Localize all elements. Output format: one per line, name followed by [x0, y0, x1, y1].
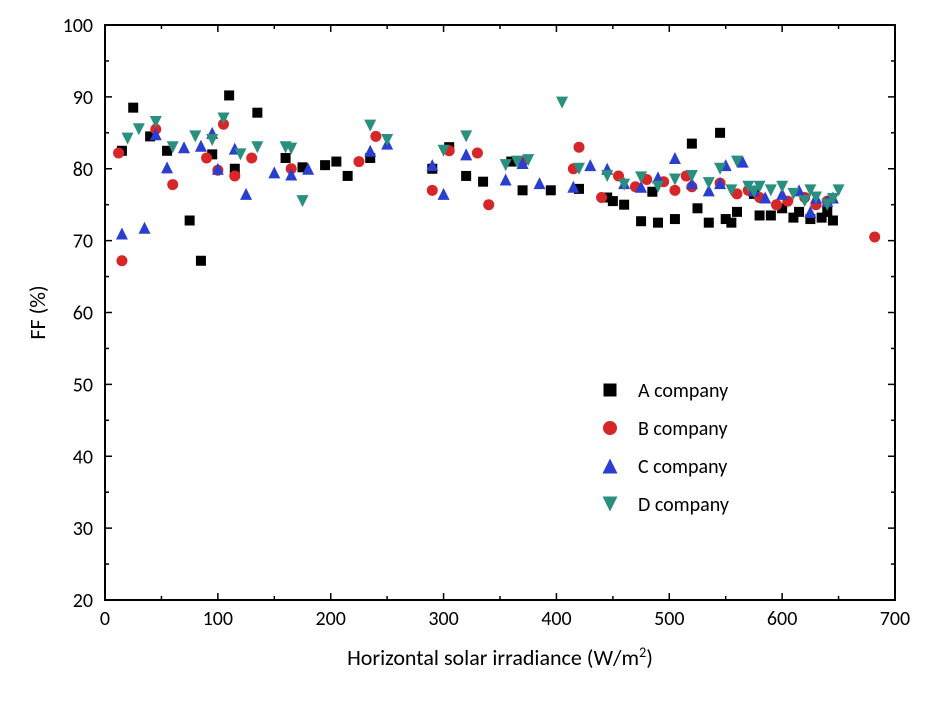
svg-text:700: 700 — [880, 607, 910, 631]
svg-text:100: 100 — [63, 14, 93, 38]
svg-text:200: 200 — [316, 607, 346, 631]
svg-text:600: 600 — [767, 607, 797, 631]
svg-text:40: 40 — [73, 445, 93, 469]
x-axis-label: Horizontal solar irradiance (W/m2) — [347, 644, 653, 671]
svg-text:90: 90 — [73, 86, 93, 110]
legend-label-B: B company — [638, 417, 728, 441]
svg-text:100: 100 — [203, 607, 233, 631]
svg-text:400: 400 — [541, 607, 571, 631]
chart-svg: 0 100 200 300 400 500 600 700 20 30 40 50 60 70 80 90 10… — [0, 0, 926, 705]
svg-text:30: 30 — [73, 517, 93, 541]
legend-label-C: C company — [638, 455, 727, 479]
y-axis-label: FF (%) — [24, 285, 51, 339]
svg-text:300: 300 — [428, 607, 458, 631]
svg-text:500: 500 — [654, 607, 684, 631]
legend-label-A: A company — [638, 379, 728, 403]
svg-text:70: 70 — [73, 230, 93, 254]
svg-text:20: 20 — [73, 589, 93, 613]
svg-text:80: 80 — [73, 158, 93, 182]
svg-text:50: 50 — [73, 373, 93, 397]
legend-label-D: D company — [638, 493, 729, 517]
svg-text:60: 60 — [73, 302, 93, 326]
scatter-chart: 0 100 200 300 400 500 600 700 20 30 40 50 60 70 80 90 10… — [0, 0, 926, 705]
svg-text:0: 0 — [100, 607, 110, 631]
